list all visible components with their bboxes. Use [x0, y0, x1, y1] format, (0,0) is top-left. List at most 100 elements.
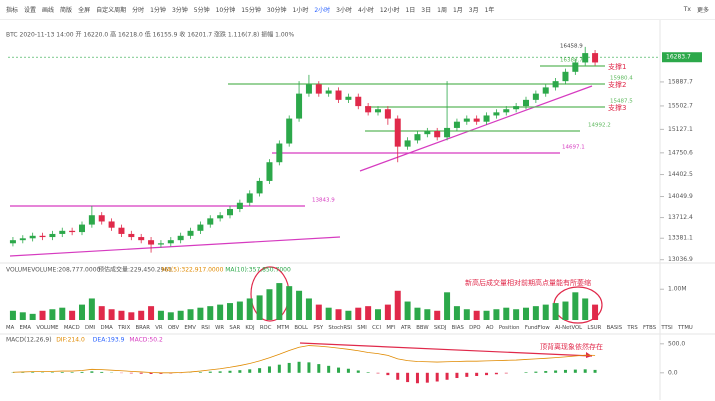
indicator-tab[interactable]: KDJ	[245, 325, 255, 331]
indicator-tab[interactable]: DMA	[100, 325, 113, 331]
indicator-tab[interactable]: TTSI	[661, 325, 673, 331]
period-button[interactable]: 1小时	[292, 7, 309, 14]
macd-bar	[129, 372, 133, 374]
y-tick-label: 14049.9	[668, 193, 693, 200]
candle-body	[444, 127, 451, 138]
macd-header: MACD:50.2	[129, 337, 163, 344]
period-button[interactable]: 3月	[468, 7, 479, 14]
indicator-tab[interactable]: BIAS	[451, 325, 464, 331]
candle-body	[523, 99, 529, 107]
volume-bar	[305, 298, 312, 320]
period-button[interactable]: 12小时	[379, 7, 400, 14]
macd-bar	[406, 372, 410, 383]
indicator-tab[interactable]: VR	[155, 325, 163, 331]
candle-body	[296, 93, 303, 119]
indicator-tab[interactable]: BRAR	[135, 325, 150, 331]
indicator-tab[interactable]: WR	[215, 325, 225, 331]
annotation: 15980.4	[610, 76, 633, 82]
indicator-tab[interactable]: TRIX	[118, 325, 131, 331]
indicator-tab[interactable]: PSY	[313, 325, 324, 331]
indicator-tab[interactable]: SMI	[357, 325, 367, 331]
indicator-tab[interactable]: MACD	[63, 325, 80, 331]
period-button[interactable]: 2小时	[314, 7, 331, 14]
period-button[interactable]: 1月	[452, 7, 463, 14]
indicator-tab[interactable]: ATR	[400, 325, 411, 331]
volume-bar	[138, 310, 145, 320]
indicator-tab[interactable]: EMV	[184, 325, 196, 331]
volume-bar	[148, 306, 155, 320]
volume-bar	[197, 307, 204, 320]
indicator-tab[interactable]: SAR	[229, 325, 241, 331]
indicator-tab[interactable]: BOLL	[294, 325, 309, 331]
indicator-tab[interactable]: MA	[6, 325, 15, 331]
volume-bar	[552, 303, 559, 320]
period-button[interactable]: 1日	[405, 7, 416, 14]
indicator-tab[interactable]: EMA	[19, 325, 32, 331]
macd-bar	[317, 364, 321, 373]
custom-period[interactable]: 自定义周期	[96, 7, 127, 14]
volume-bar	[582, 298, 589, 320]
indicator-tab[interactable]: AO	[485, 325, 494, 331]
indicator-tab[interactable]: TTMU	[677, 325, 693, 331]
candle-body	[167, 240, 174, 244]
macd-bar	[356, 370, 360, 373]
indicator-tab[interactable]: MFI	[386, 325, 396, 331]
indicator-tab[interactable]: DMI	[85, 325, 96, 331]
period-button[interactable]: 5分钟	[193, 7, 210, 14]
volume-bar	[108, 309, 115, 320]
period-button[interactable]: 分时	[132, 7, 145, 14]
toolbar-button[interactable]: 简版	[60, 7, 73, 14]
indicator-tab[interactable]: OBV	[167, 325, 180, 331]
macd-bar	[208, 371, 212, 373]
indicator-tab[interactable]: RSI	[201, 325, 210, 331]
y-tick-label: 14750.6	[668, 149, 693, 156]
volume-bar	[473, 310, 480, 320]
period-button[interactable]: 1周	[437, 7, 447, 14]
trend-line	[9, 236, 341, 257]
indicator-tab[interactable]: TRS	[627, 325, 638, 331]
indicator-tab[interactable]: ROC	[259, 325, 272, 331]
period-button[interactable]: 3分钟	[171, 7, 188, 14]
toolbar-button[interactable]: 设置	[24, 7, 37, 14]
candle-body	[227, 208, 233, 216]
indicator-tab[interactable]: Position	[498, 325, 520, 331]
toolbar-button[interactable]: Tx	[683, 6, 691, 13]
candle-body	[513, 106, 520, 110]
y-tick-label: 1.00M	[668, 286, 687, 293]
toolbar-button[interactable]: 全屏	[78, 7, 91, 14]
period-button[interactable]: 30分钟	[266, 7, 287, 14]
toolbar-button[interactable]: 画线	[42, 7, 55, 14]
indicator-tab[interactable]: VOLUME	[36, 325, 59, 331]
volume-bar	[315, 304, 322, 320]
indicator-tab[interactable]: StochRSI	[328, 325, 352, 331]
candle-body	[88, 215, 95, 225]
period-button[interactable]: 15分钟	[241, 7, 261, 14]
candle-body	[453, 121, 460, 128]
macd-bar	[159, 372, 163, 374]
macd-bar	[100, 371, 104, 373]
toolbar-button[interactable]: 指标	[6, 7, 19, 14]
candle-body	[148, 240, 155, 245]
indicator-tabs: MA EMA VOLUME MACD DMI DMA TRIX BRAR VR OBV EMV RSI…	[6, 322, 696, 334]
indicator-tab[interactable]: MTM	[276, 325, 290, 331]
period-button[interactable]: 1年	[484, 7, 495, 14]
indicator-tab[interactable]: BASIS	[606, 325, 623, 331]
period-button[interactable]: 3日	[421, 7, 432, 14]
indicator-tab[interactable]: FundFlow	[524, 325, 550, 331]
indicator-tab[interactable]: BBW	[416, 325, 429, 331]
period-button[interactable]: 4小时	[358, 7, 374, 14]
indicator-tab[interactable]: DPO	[469, 325, 481, 331]
macd-bar	[425, 372, 429, 383]
volume-bar	[128, 312, 135, 320]
ohlc-info: BTC 2020-11-13 14:00 开 16220.0 高 16218.0…	[6, 31, 294, 39]
indicator-tab[interactable]: CCI	[372, 325, 382, 331]
indicator-tab[interactable]: LSUR	[587, 325, 602, 331]
period-button[interactable]: 3小时	[336, 7, 352, 14]
indicator-tab[interactable]: FTBS	[642, 325, 657, 331]
toolbar-button[interactable]: 更多	[696, 7, 709, 14]
indicator-tab[interactable]: AI-NetVOL	[555, 325, 583, 331]
candle-body	[246, 193, 253, 203]
period-button[interactable]: 1分钟	[150, 7, 166, 14]
indicator-tab[interactable]: SKDJ	[433, 325, 447, 331]
period-button[interactable]: 10分钟	[215, 7, 236, 14]
